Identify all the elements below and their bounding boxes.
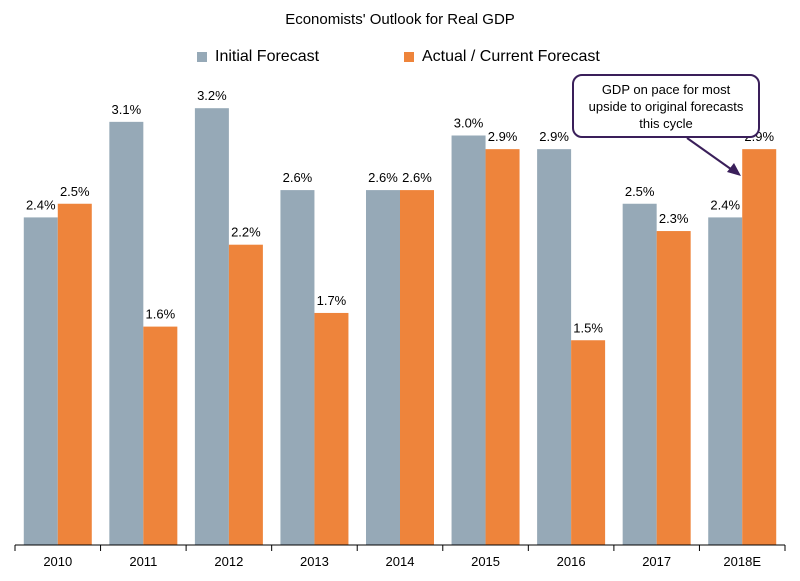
bars-group — [23, 108, 777, 546]
bar-initial-2015 — [451, 135, 486, 545]
value-label-initial-2016: 2.9% — [539, 129, 569, 144]
callout-pointer-line — [686, 137, 736, 173]
legend-item-initial-forecast: Initial Forecast — [197, 48, 319, 66]
value-label-initial-2015: 3.0% — [454, 116, 484, 131]
bar-actual-2017 — [656, 231, 691, 546]
x-tick-label-2010: 2010 — [43, 554, 72, 569]
value-label-actual-2014: 2.6% — [402, 170, 432, 185]
bar-actual-2015 — [485, 149, 520, 545]
value-label-actual-2016: 1.5% — [573, 320, 603, 335]
value-label-actual-2012: 2.2% — [231, 225, 261, 240]
value-label-initial-2017: 2.5% — [625, 184, 655, 199]
bar-initial-2018E — [708, 217, 743, 545]
annotation-callout: GDP on pace for most upside to original … — [572, 74, 760, 138]
bar-initial-2011 — [109, 121, 144, 545]
value-label-initial-2010: 2.4% — [26, 197, 56, 212]
x-tick-label-2017: 2017 — [642, 554, 671, 569]
x-tick-label-2014: 2014 — [386, 554, 415, 569]
chart-title: Economists' Outlook for Real GDP — [285, 11, 515, 28]
bar-actual-2016 — [571, 340, 606, 545]
x-axis: 2010 2011 2012 2013 2014 2015 2016 2017 2018E — [14, 544, 786, 569]
bar-actual-2012 — [228, 244, 263, 545]
x-tick-label-2016: 2016 — [557, 554, 586, 569]
x-tick-label-2018E: 2018E — [723, 554, 761, 569]
bar-initial-2012 — [194, 108, 229, 545]
value-label-initial-2014: 2.6% — [368, 170, 398, 185]
callout-pointer-head — [727, 163, 741, 176]
value-label-actual-2017: 2.3% — [659, 211, 689, 226]
bar-initial-2016 — [537, 149, 572, 545]
bar-initial-2010 — [23, 217, 58, 545]
value-label-initial-2012: 3.2% — [197, 88, 227, 103]
value-label-actual-2011: 1.6% — [146, 307, 176, 322]
bar-initial-2017 — [622, 203, 657, 545]
legend-swatch-actual — [404, 52, 414, 62]
bar-actual-2014 — [400, 190, 434, 545]
value-label-initial-2018E: 2.4% — [710, 197, 740, 212]
value-label-actual-2010: 2.5% — [60, 184, 90, 199]
bar-actual-2010 — [57, 203, 92, 545]
value-labels-group: 2.4% 2.5% 3.1% 1.6% 3.2% 2.2% 2.6% 1.7% 2.6% 2.6%… — [26, 88, 775, 335]
bar-actual-2013 — [314, 312, 349, 545]
x-tick-label-2015: 2015 — [471, 554, 500, 569]
value-label-actual-2015: 2.9% — [488, 129, 518, 144]
x-tick-label-2013: 2013 — [300, 554, 329, 569]
bar-initial-2013 — [280, 190, 315, 545]
callout-arrow — [686, 137, 741, 176]
legend: Initial Forecast Actual / Current Foreca… — [0, 48, 800, 68]
x-tick-label-2011: 2011 — [129, 554, 157, 569]
value-label-actual-2013: 1.7% — [317, 293, 347, 308]
bar-initial-2014 — [366, 190, 400, 545]
legend-label-initial: Initial Forecast — [215, 48, 320, 65]
x-tick-label-2012: 2012 — [214, 554, 243, 569]
bar-actual-2011 — [143, 326, 178, 545]
legend-item-actual-forecast: Actual / Current Forecast — [404, 48, 600, 66]
legend-label-actual: Actual / Current Forecast — [422, 48, 600, 65]
value-label-initial-2011: 3.1% — [112, 102, 142, 117]
legend-swatch-initial — [197, 52, 207, 62]
bar-actual-2018E — [742, 149, 777, 545]
value-label-initial-2013: 2.6% — [283, 170, 313, 185]
